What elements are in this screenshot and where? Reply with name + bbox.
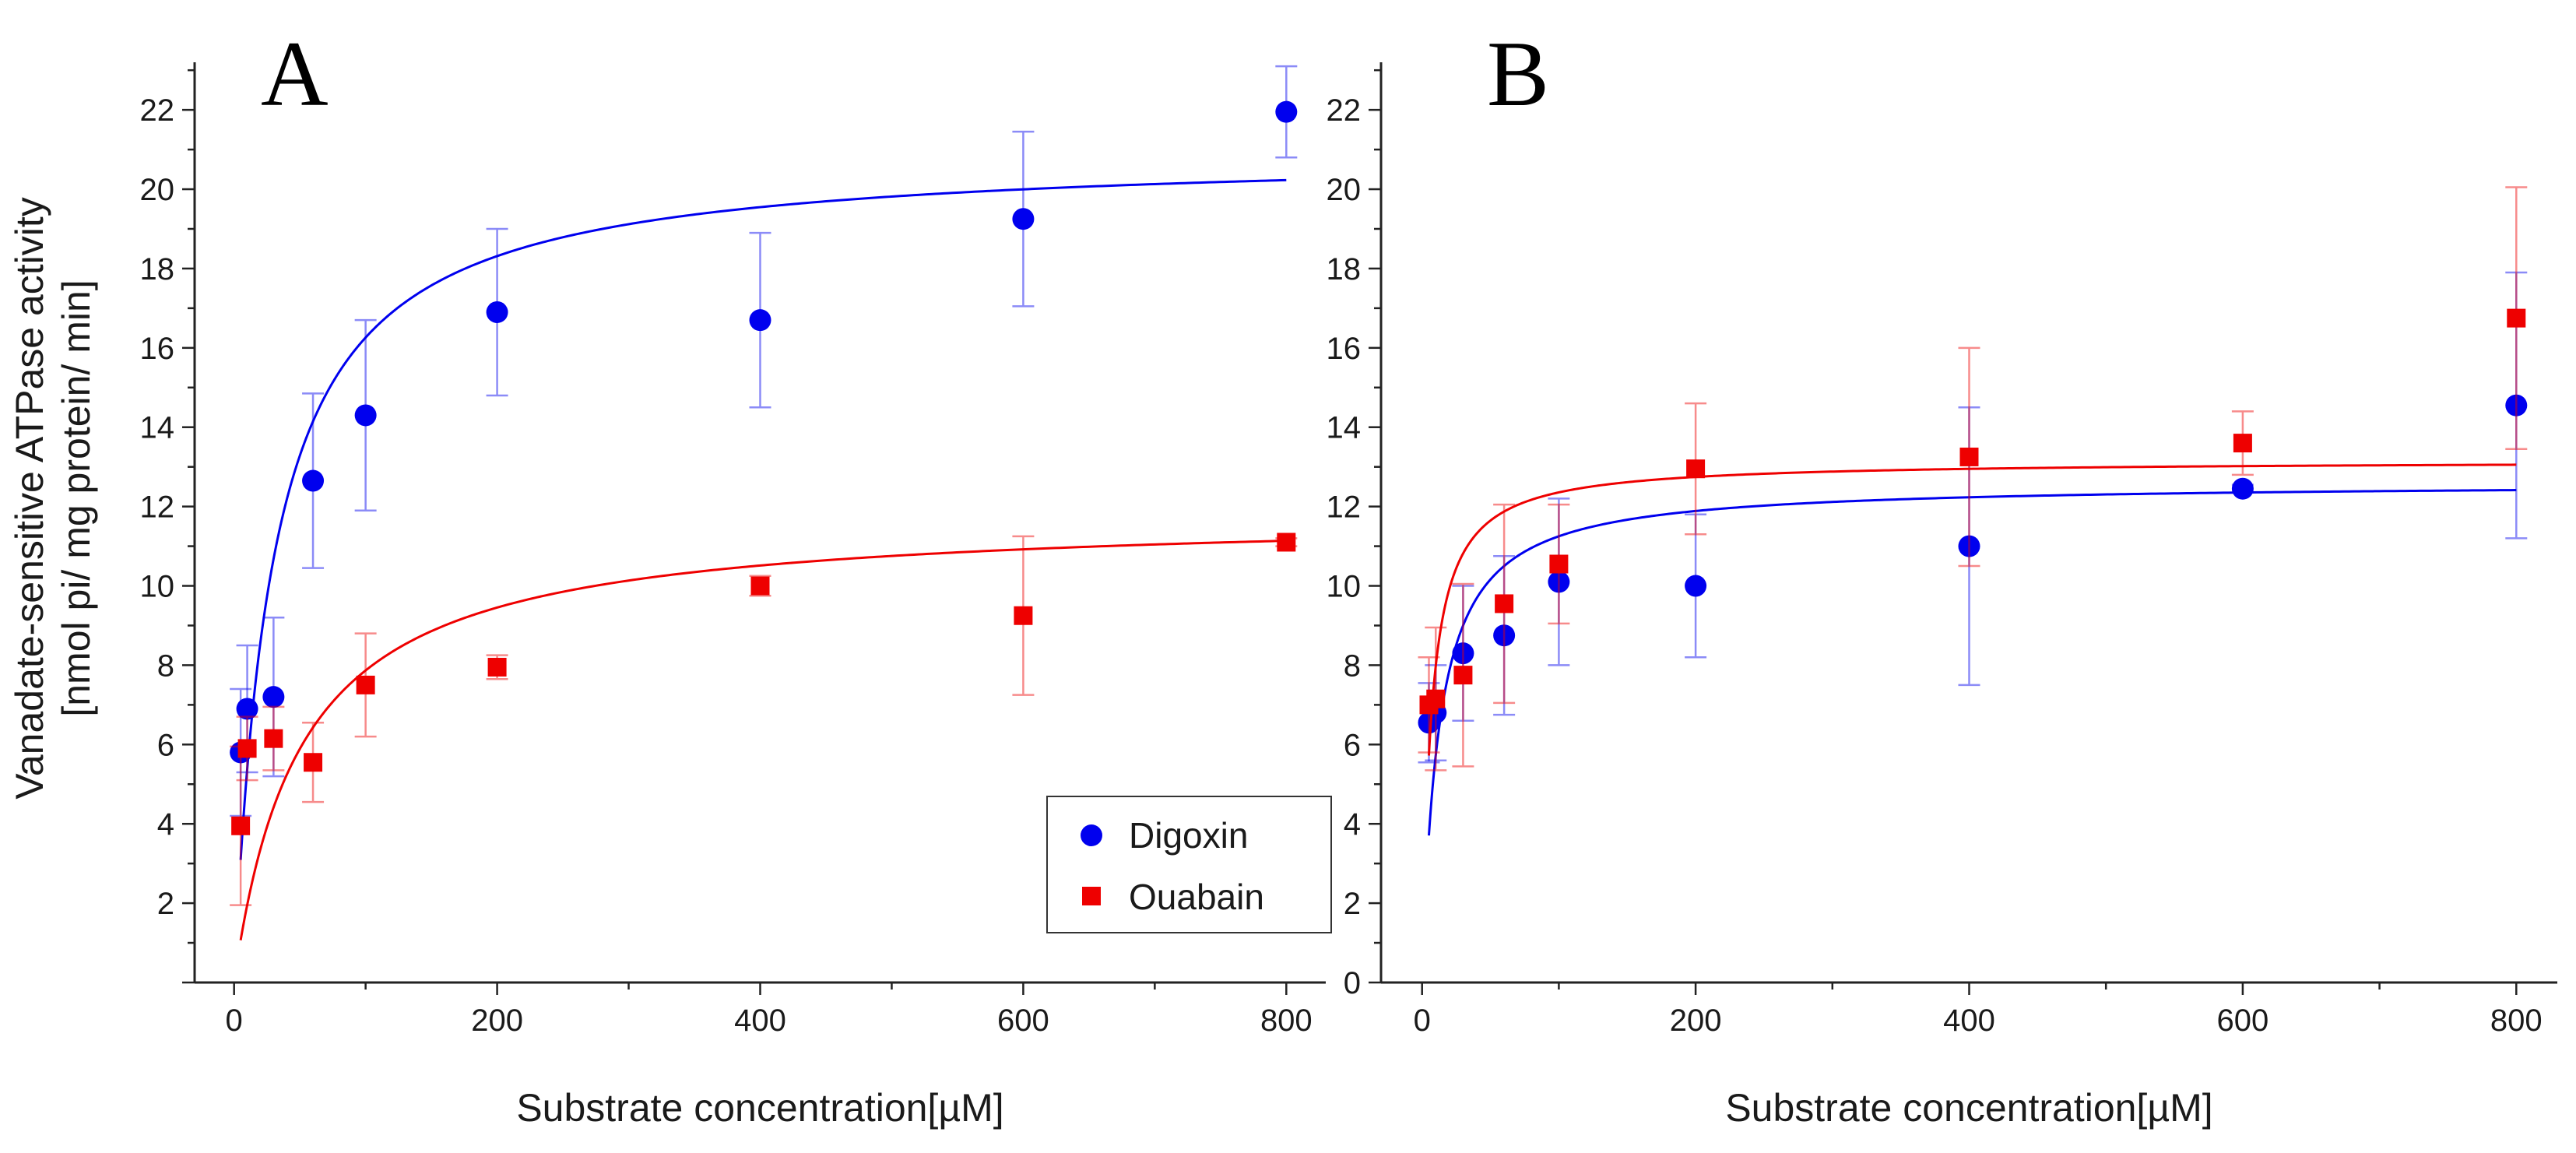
x-tick-label-a: 0 [226,1004,243,1038]
data-point-ouabain-a [237,739,257,758]
data-point-digoxin-a [1012,208,1035,230]
data-point-ouabain-b [1686,459,1706,479]
data-point-ouabain-a [1277,533,1296,552]
y-tick-label-a: 2 [157,887,174,921]
x-tick-label-a: 400 [734,1004,786,1038]
x-tick-label-b: 800 [2490,1004,2543,1038]
x-axis-title-b: Substrate concentration[µM] [1725,1086,2212,1130]
panel-letter-a: A [261,22,329,125]
y-tick-label-a: 20 [140,173,175,207]
x-tick-label-b: 400 [1943,1004,1995,1038]
fit-curve-ouabain-b [1427,463,2517,756]
legend-box [1046,796,1332,933]
y-tick-label-a: 10 [140,570,175,604]
data-point-digoxin-b [1958,535,1980,557]
y-tick-label-b: 10 [1327,570,1362,604]
x-tick-label-a: 600 [997,1004,1049,1038]
x-tick-label-a: 800 [1260,1004,1313,1038]
x-axis-title-a: Substrate concentration[µM] [516,1086,1003,1130]
y-tick-label-b: 2 [1344,887,1361,921]
data-point-digoxin-b [1493,624,1516,647]
y-tick-label-b: 12 [1327,490,1362,525]
data-point-digoxin-a [354,404,377,427]
data-point-ouabain-b [1959,447,1979,466]
data-point-digoxin-b [2231,477,2254,500]
y-axis-title-line2: [nmol pi/ mg protein/ min] [54,279,98,716]
data-point-ouabain-a [750,576,770,596]
y-tick-label-a: 22 [140,93,175,128]
x-tick-label-a: 200 [471,1004,523,1038]
legend-ouabain-label: Ouabain [1129,877,1264,917]
y-tick-label-b: 6 [1344,728,1361,762]
data-point-ouabain-b [1453,666,1473,685]
y-tick-label-b: 16 [1327,332,1362,366]
x-tick-label-b: 600 [2217,1004,2269,1038]
panel-letter-b: B [1487,22,1549,125]
y-tick-label-a: 16 [140,332,175,366]
x-tick-label-b: 0 [1414,1004,1431,1038]
x-tick-label-b: 200 [1670,1004,1722,1038]
y-tick-label-a: 12 [140,490,175,525]
panel-a-plot: 2 4 6 8 10 12 14 16 18 20 22 0 200 400 600 800 Substrate… [140,62,1326,1130]
y-tick-label-b: 4 [1344,807,1361,842]
panel-a: A 2 4 6 8 10 12 14 16 18 20 22 0 200 400 600 800 Substra… [140,22,1332,1130]
data-point-digoxin-b [1685,575,1707,597]
data-point-digoxin-b [1548,571,1570,593]
fit-curve-ouabain-a [239,540,1287,940]
data-point-digoxin-b [2505,394,2528,417]
data-point-ouabain-b [1549,554,1569,574]
data-point-digoxin-a [1275,100,1298,123]
y-tick-label-b: 8 [1344,649,1361,683]
legend-ouabain-marker [1082,887,1101,905]
y-tick-label-a: 4 [157,807,174,842]
data-point-digoxin-a [236,698,258,720]
y-tick-label-b: 18 [1327,252,1362,286]
data-point-digoxin-a [302,469,325,492]
y-tick-label-b: 20 [1327,173,1362,207]
data-point-ouabain-b [2233,434,2252,453]
panel-b: B 0 2 4 6 8 10 12 14 16 18 20 22 0 200 400 600 800 Substr… [1327,22,2557,1130]
fit-curve-digoxin-b [1427,489,2517,836]
data-point-ouabain-b [1426,689,1446,708]
data-point-ouabain-a [1014,606,1033,625]
y-tick-label-b: 22 [1327,93,1362,128]
data-point-ouabain-a [231,816,251,835]
data-point-ouabain-b [2507,308,2526,328]
data-point-ouabain-a [487,657,507,677]
data-point-ouabain-a [356,675,375,694]
y-tick-label-a: 6 [157,728,174,762]
legend: Digoxin Ouabain [1046,796,1332,933]
y-axis-title-line1: Vanadate-sensitive ATPase activity [8,197,51,800]
y-tick-label-b: 14 [1327,411,1362,445]
y-tick-label-a: 14 [140,411,175,445]
data-point-digoxin-b [1452,642,1474,665]
data-point-digoxin-a [262,686,285,708]
legend-digoxin-label: Digoxin [1129,815,1248,856]
data-point-ouabain-a [304,753,323,772]
panel-b-plot: 0 2 4 6 8 10 12 14 16 18 20 22 0 200 400 600 800 Substrat… [1327,62,2557,1130]
fit-curve-digoxin-a [239,178,1287,860]
data-point-ouabain-a [264,729,283,748]
y-tick-label-a: 8 [157,649,174,683]
data-point-ouabain-b [1495,594,1514,613]
y-tick-label-b: 0 [1344,966,1361,1000]
data-point-digoxin-a [749,309,771,332]
legend-digoxin-marker [1081,824,1102,846]
data-point-digoxin-a [486,301,508,323]
y-tick-label-a: 18 [140,252,175,286]
